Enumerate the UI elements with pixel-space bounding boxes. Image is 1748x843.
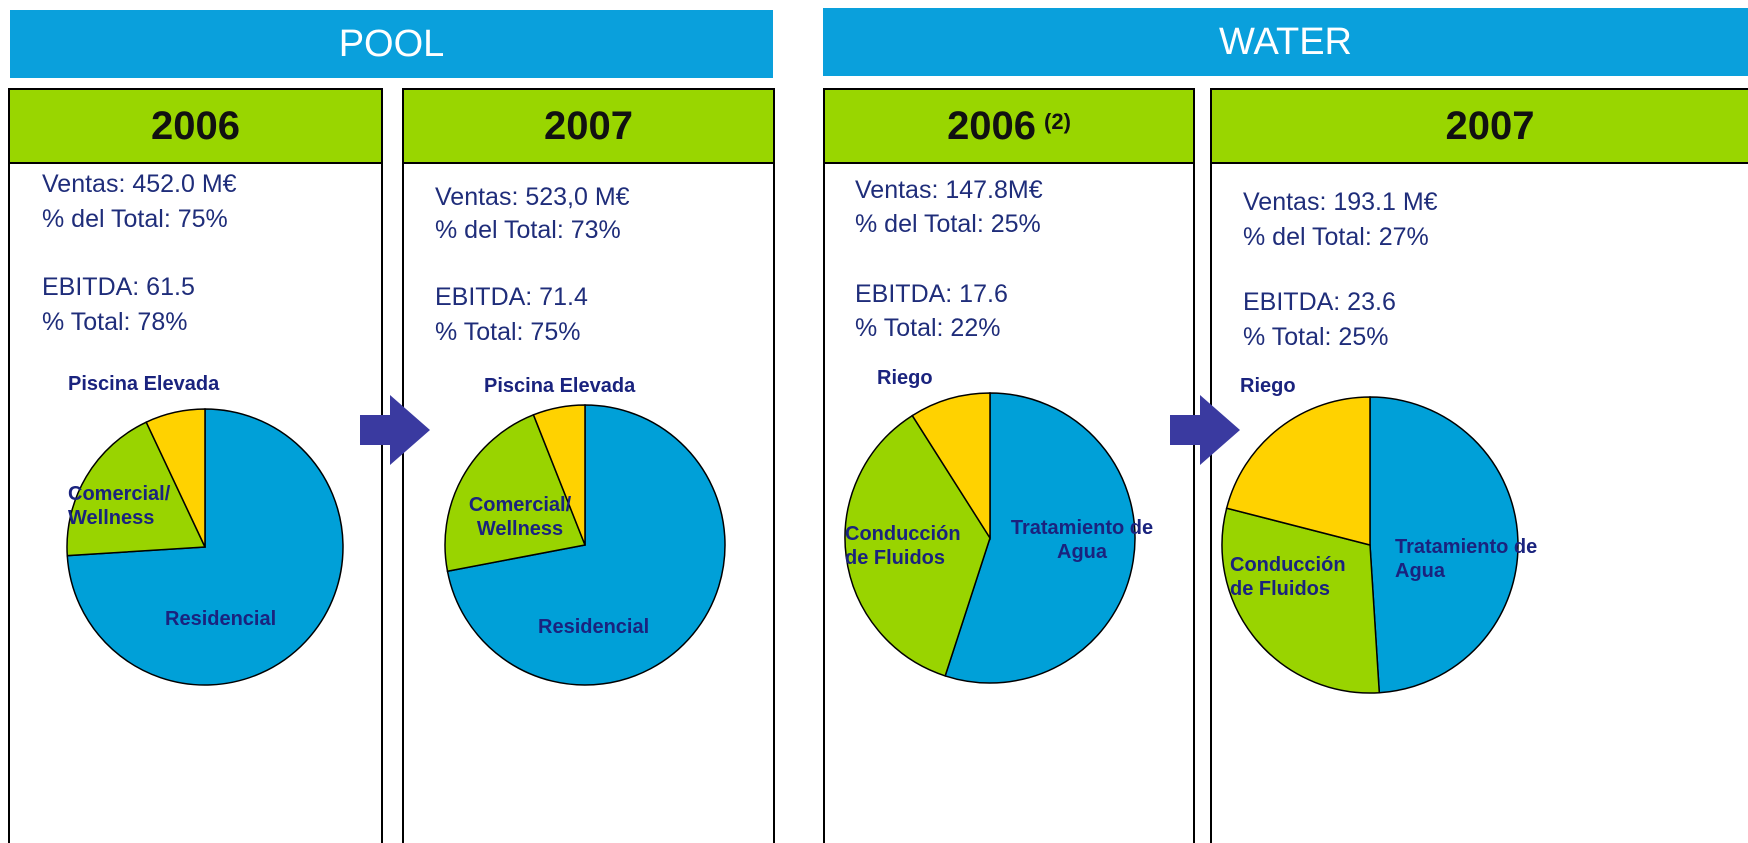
stat-line: % del Total: 73%	[435, 216, 621, 244]
slice-label: Piscina Elevada	[484, 375, 636, 397]
stat-line: Ventas: 523,0 M€	[435, 183, 630, 211]
slice-label: Riego	[877, 367, 933, 389]
stat-line: % Total: 22%	[855, 314, 1001, 342]
year-header: 2006	[10, 90, 381, 164]
section-header: POOL	[10, 10, 773, 78]
stat-line: EBITDA: 23.6	[1243, 288, 1396, 316]
slice-label: Conducción de Fluidos	[1230, 554, 1346, 600]
slice-label: Tratamiento de Agua	[1395, 536, 1538, 582]
pie-slice	[1225, 396, 1371, 546]
slice-label: Residencial	[538, 616, 650, 638]
pie-slice	[944, 392, 1136, 684]
year: 2006	[947, 103, 1037, 148]
stat-line: Ventas: 452.0 M€	[42, 170, 237, 198]
slice-label: Piscina Elevada	[68, 373, 220, 395]
stat-line: EBITDA: 17.6	[855, 280, 1008, 308]
pie-slice	[66, 421, 207, 557]
stat-line: EBITDA: 61.5	[42, 273, 195, 301]
slice-label: Residencial	[165, 608, 277, 630]
year: 2007	[544, 103, 633, 148]
pie-slice	[1221, 507, 1381, 694]
year: 2007	[1445, 103, 1535, 148]
slice-label: Conducción de Fluidos	[845, 523, 961, 569]
panel: 2007	[1210, 88, 1748, 843]
slice-label: Tratamiento de Agua	[1010, 517, 1154, 563]
stat-line: % del Total: 75%	[42, 205, 228, 233]
stat-line: % Total: 78%	[42, 308, 188, 336]
stat-line: % del Total: 25%	[855, 210, 1041, 238]
year-header: 2007	[1212, 90, 1748, 164]
panel: 2006	[8, 88, 383, 843]
pie-slice	[844, 414, 991, 677]
arrow	[1170, 395, 1240, 465]
note: (2)	[1044, 109, 1071, 134]
stat-line: Ventas: 147.8M€	[855, 176, 1043, 204]
pie-slice	[911, 392, 991, 541]
year: 2006	[151, 103, 240, 148]
slice-label: Riego	[1240, 375, 1296, 397]
pie-slice	[145, 408, 206, 548]
stat-line: EBITDA: 71.4	[435, 283, 588, 311]
slice-label: Comercial/ Wellness	[468, 494, 572, 540]
pie-slice	[532, 404, 586, 546]
slice-label: Comercial/ Wellness	[68, 483, 171, 529]
pie-slice	[444, 413, 587, 573]
pie-slice	[446, 404, 726, 686]
stat-line: Ventas: 193.1 M€	[1243, 188, 1438, 216]
arrow	[360, 395, 430, 465]
stat-line: % del Total: 27%	[1243, 223, 1429, 251]
year-header: 2006 (2)	[825, 90, 1193, 164]
stat-line: % Total: 25%	[1243, 323, 1389, 351]
stat-line: % Total: 75%	[435, 318, 581, 346]
panel: 2006 (2)	[823, 88, 1195, 843]
panel: 2007	[402, 88, 775, 843]
year-header: 2007	[404, 90, 773, 164]
section-header: WATER	[823, 8, 1748, 76]
pie-slice	[1369, 396, 1519, 694]
